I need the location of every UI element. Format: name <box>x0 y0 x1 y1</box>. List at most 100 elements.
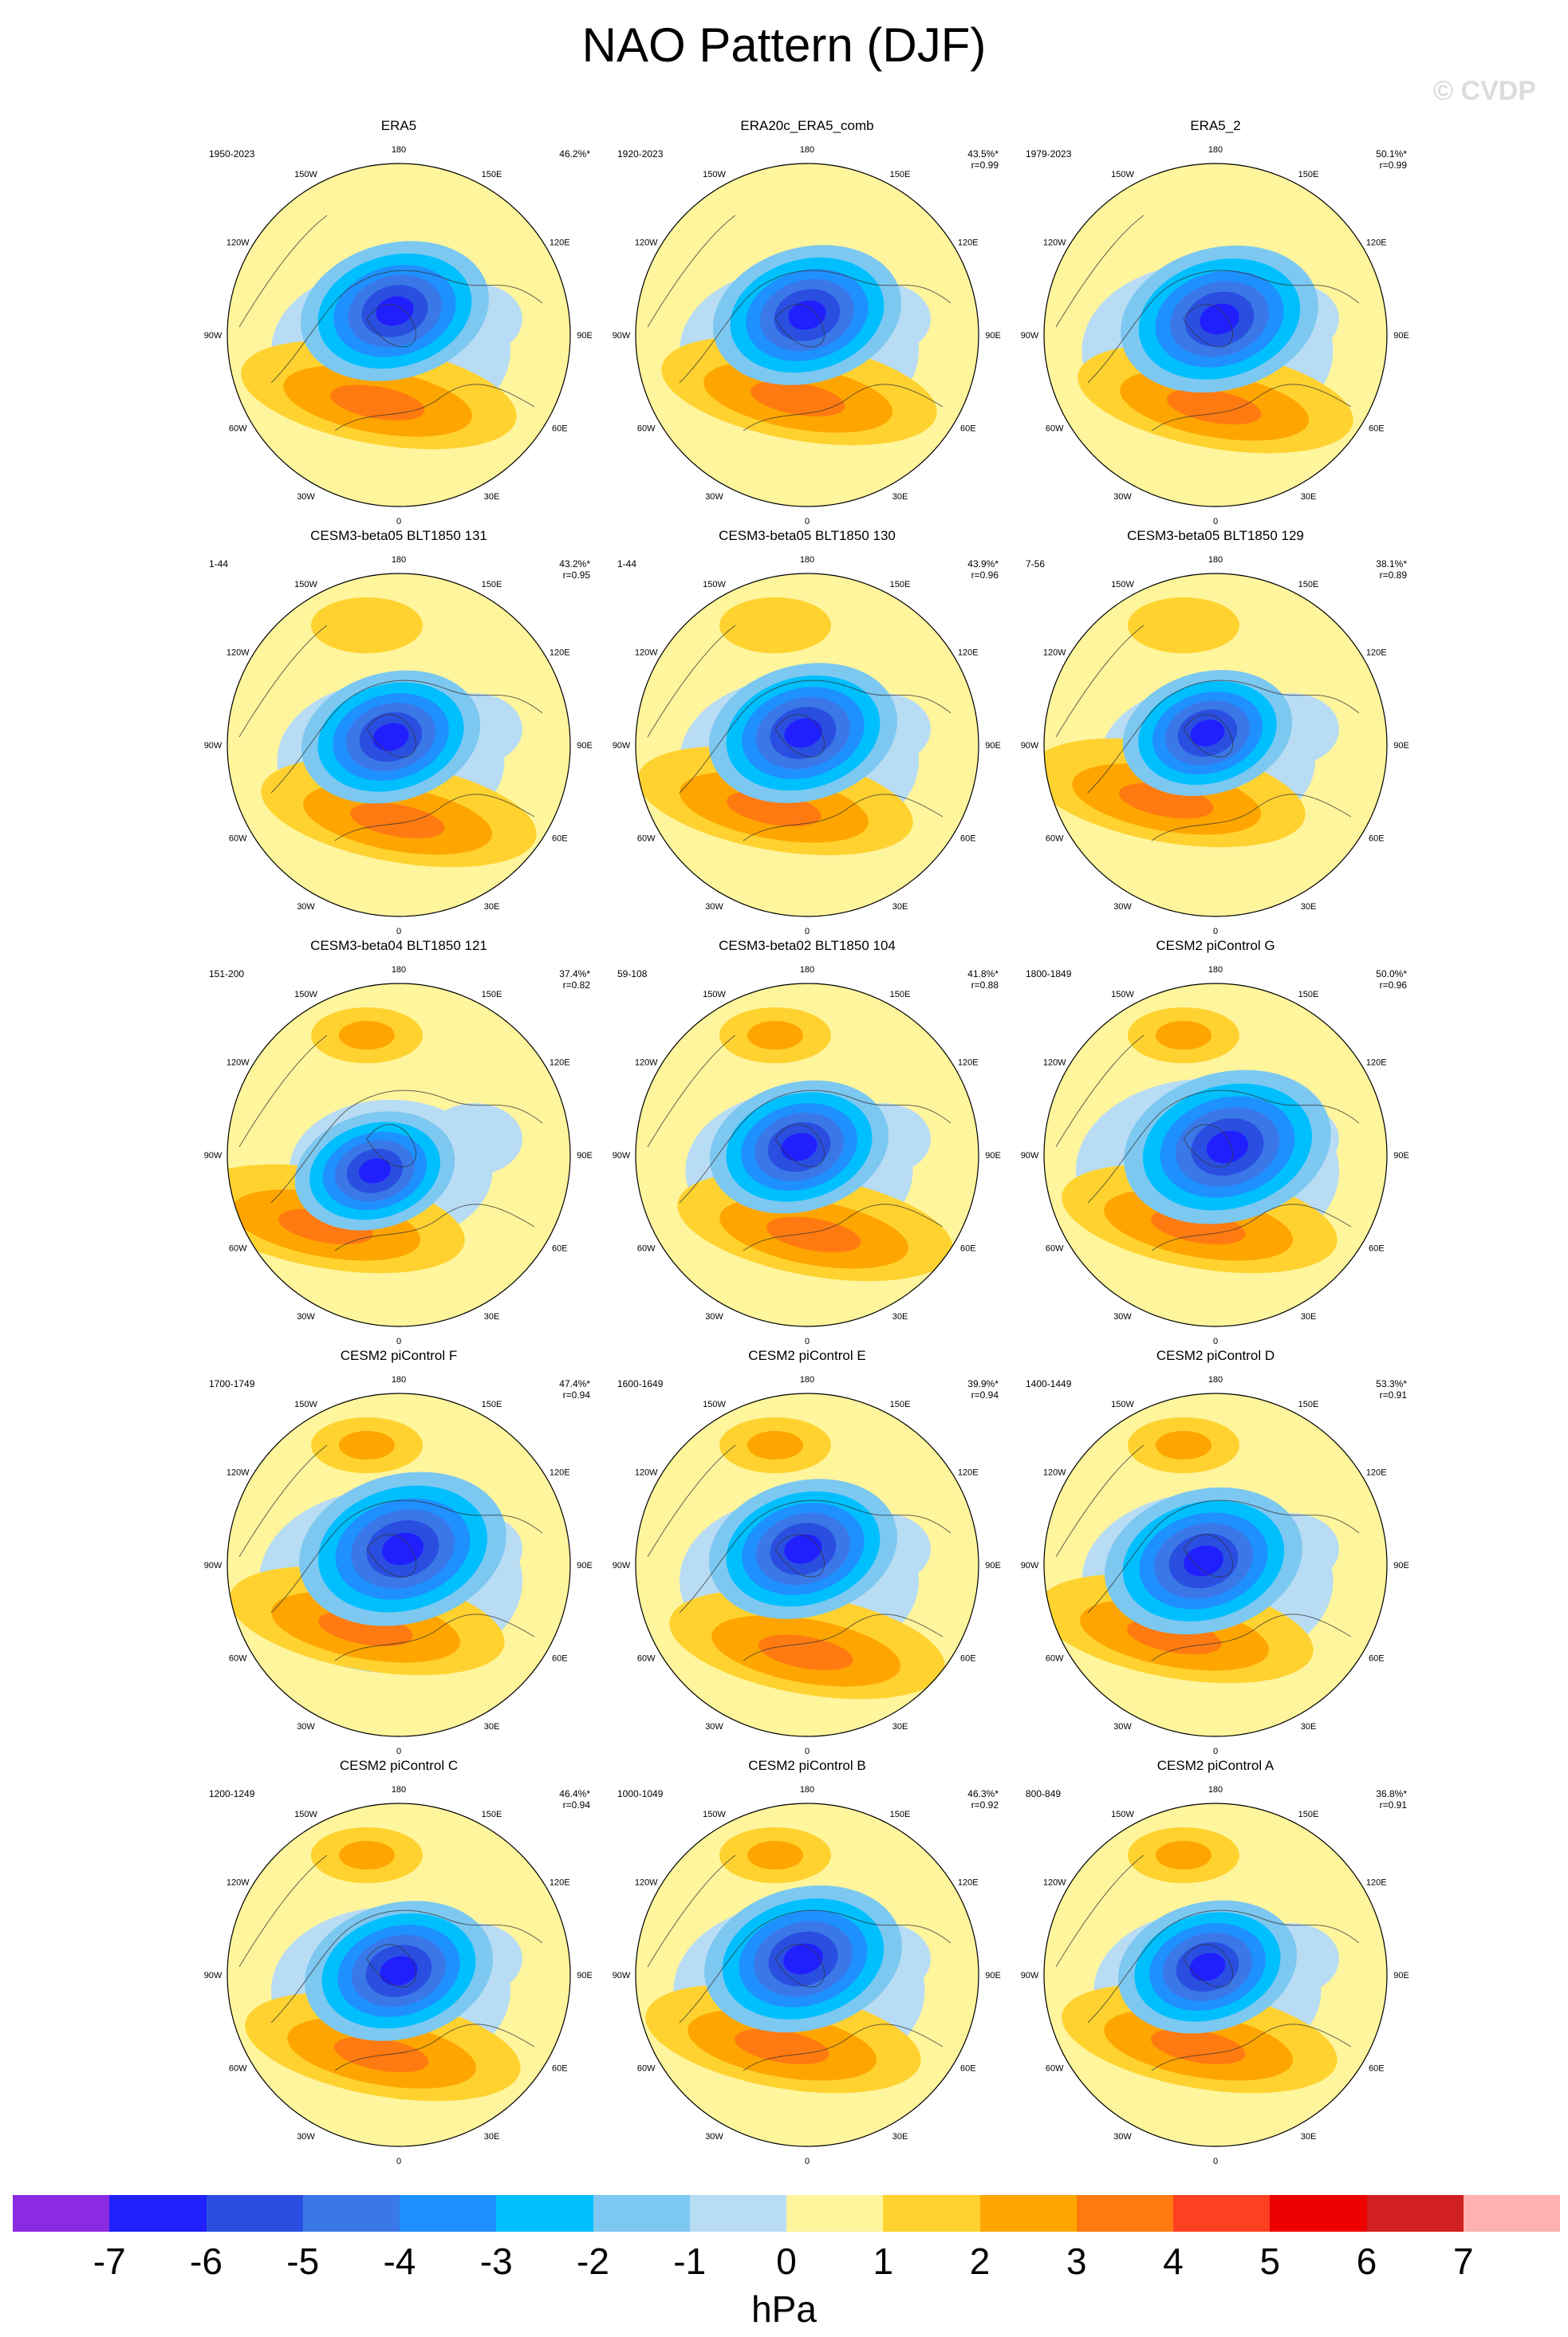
map-panel: ERA5_2 1979-2023 50.1%* r=0.99 180 150E 120E 90… <box>1008 118 1423 533</box>
longitude-label: 60W <box>1046 1654 1064 1664</box>
longitude-label: 0 <box>1213 1337 1218 1346</box>
panel-year-range: 1-44 <box>209 558 229 569</box>
longitude-label: 60W <box>637 424 656 434</box>
panel-year-range: 1800-1849 <box>1026 968 1072 979</box>
longitude-label: 120W <box>635 1058 658 1068</box>
longitude-label: 60E <box>552 1244 568 1254</box>
longitude-label: 0 <box>1213 927 1218 936</box>
longitude-label: 150E <box>1298 990 1319 999</box>
longitude-label: 120E <box>958 1058 979 1068</box>
colorbar-swatch <box>1463 2195 1560 2232</box>
longitude-label: 0 <box>396 517 401 526</box>
colorbar-swatch <box>1173 2195 1271 2232</box>
panel-pattern-correlation: r=0.91 <box>1379 1389 1407 1401</box>
longitude-label: 0 <box>396 927 401 936</box>
longitude-label: 90W <box>204 1971 223 1980</box>
panel-pattern-correlation: r=0.99 <box>1379 160 1407 171</box>
longitude-label: 150E <box>482 1810 502 1819</box>
longitude-label: 30W <box>1113 1722 1132 1732</box>
longitude-label: 150W <box>703 990 726 999</box>
map-panel: CESM3-beta05 BLT1850 131 1-44 43.2%* r=0.95… <box>191 528 606 943</box>
longitude-label: 90E <box>577 741 593 751</box>
panel-variance-pct: 46.3%* <box>967 1788 999 1799</box>
polar-map: 180 150E 120E 90E 60E 30E 0 30W 60W 90W 120W 150W <box>613 555 1001 936</box>
longitude-label: 90W <box>204 331 223 341</box>
longitude-label: 90W <box>1021 1151 1039 1161</box>
colorbar-tick-label: 7 <box>1452 2240 1474 2282</box>
longitude-label: 180 <box>392 1785 406 1795</box>
longitude-label: 180 <box>392 1375 406 1385</box>
longitude-label: 150E <box>1298 1400 1319 1409</box>
longitude-label: 150E <box>482 1400 502 1409</box>
longitude-label: 150W <box>294 990 317 999</box>
longitude-label: 120W <box>1043 1468 1066 1478</box>
colorbar-swatch <box>13 2195 110 2232</box>
longitude-label: 120W <box>1043 1878 1066 1888</box>
panel-pattern-correlation: r=0.92 <box>971 1799 999 1811</box>
longitude-label: 60E <box>1369 1244 1385 1254</box>
longitude-label: 150W <box>703 580 726 589</box>
longitude-label: 120W <box>635 648 658 658</box>
panel-variance-pct: 50.1%* <box>1376 148 1407 160</box>
longitude-label: 90E <box>985 331 1001 341</box>
longitude-label: 90W <box>1021 741 1039 751</box>
longitude-label: 180 <box>800 145 814 155</box>
panel-stats: 47.4%* r=0.94 <box>559 1378 590 1401</box>
panel-pattern-correlation: r=0.82 <box>562 979 590 991</box>
longitude-label: 180 <box>1208 555 1223 565</box>
panel-pattern-correlation: r=0.96 <box>971 569 999 581</box>
polar-map: 180 150E 120E 90E 60E 30E 0 30W 60W 90W 120W 150W <box>1021 1785 1409 2166</box>
panel-pattern-correlation: r=0.89 <box>1379 569 1407 581</box>
longitude-label: 90W <box>204 1561 223 1570</box>
panel-pattern-correlation: r=0.91 <box>1379 1799 1407 1811</box>
longitude-label: 30W <box>297 902 315 912</box>
map-panel: CESM2 piControl B 1000-1049 46.3%* r=0.92 18… <box>600 1758 1014 2173</box>
longitude-label: 90E <box>1393 1971 1409 1980</box>
longitude-label: 60W <box>229 1654 247 1664</box>
longitude-label: 30E <box>1301 492 1317 502</box>
map-panel: CESM2 piControl E 1600-1649 39.9%* r=0.94 18… <box>600 1348 1014 1763</box>
map-panel: CESM3-beta05 BLT1850 129 7-56 38.1%* r=0.89… <box>1008 528 1423 943</box>
panel-stats: 50.1%* r=0.99 <box>1376 148 1407 171</box>
colorbar-swatch <box>786 2195 884 2232</box>
longitude-label: 180 <box>1208 1785 1223 1795</box>
longitude-label: 180 <box>800 1375 814 1385</box>
longitude-label: 120W <box>227 238 250 248</box>
panel-year-range: 1400-1449 <box>1026 1378 1072 1389</box>
colorbar <box>13 2195 1560 2232</box>
longitude-label: 30W <box>1113 902 1132 912</box>
map-panel: CESM2 piControl F 1700-1749 47.4%* r=0.94 18… <box>191 1348 606 1763</box>
longitude-label: 150E <box>890 990 911 999</box>
longitude-label: 60E <box>1369 834 1385 844</box>
longitude-label: 90E <box>1393 1561 1409 1570</box>
longitude-label: 60E <box>552 834 568 844</box>
longitude-label: 30W <box>297 1312 315 1322</box>
panel-title: CESM3-beta05 BLT1850 131 <box>310 528 487 543</box>
longitude-label: 0 <box>805 1337 810 1346</box>
longitude-label: 150W <box>1111 170 1134 179</box>
colorbar-tick-label: -4 <box>383 2240 416 2282</box>
panel-pattern-correlation: r=0.94 <box>562 1389 590 1401</box>
longitude-label: 30W <box>1113 492 1132 502</box>
longitude-label: 30E <box>892 1312 908 1322</box>
longitude-label: 150W <box>703 1810 726 1819</box>
longitude-label: 60W <box>1046 2064 1064 2074</box>
panel-title: CESM3-beta05 BLT1850 130 <box>719 528 896 543</box>
longitude-label: 30E <box>484 902 500 912</box>
panel-variance-pct: 37.4%* <box>559 968 590 979</box>
longitude-label: 120E <box>1366 1058 1387 1068</box>
colorbar-tick-label: -2 <box>577 2240 609 2282</box>
longitude-label: 60W <box>1046 424 1064 434</box>
longitude-label: 90E <box>1393 331 1409 341</box>
longitude-label: 30W <box>705 492 723 502</box>
panel-year-range: 1979-2023 <box>1026 148 1072 160</box>
panel-pattern-correlation: r=0.96 <box>1379 979 1407 991</box>
longitude-label: 150W <box>294 580 317 589</box>
longitude-label: 120W <box>227 1468 250 1478</box>
longitude-label: 150W <box>1111 580 1134 589</box>
longitude-label: 60W <box>229 2064 247 2074</box>
panel-title: CESM2 piControl G <box>1156 938 1275 953</box>
longitude-label: 30E <box>1301 1312 1317 1322</box>
map-panel: CESM2 piControl A 800-849 36.8%* r=0.91 180 1… <box>1008 1758 1423 2173</box>
panel-stats: 46.3%* r=0.92 <box>967 1788 999 1811</box>
